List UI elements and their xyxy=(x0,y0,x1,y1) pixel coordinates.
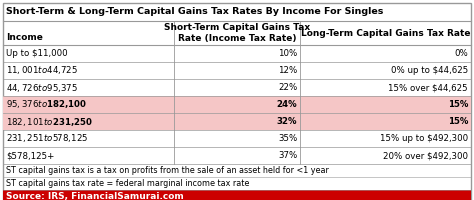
Text: 35%: 35% xyxy=(278,134,297,143)
Text: 22%: 22% xyxy=(278,83,297,92)
Text: 0%: 0% xyxy=(454,49,468,58)
Text: 15% over $44,625: 15% over $44,625 xyxy=(388,83,468,92)
Text: Up to $11,000: Up to $11,000 xyxy=(6,49,68,58)
Text: 15% up to $492,300: 15% up to $492,300 xyxy=(380,134,468,143)
Text: 32%: 32% xyxy=(277,117,297,126)
Bar xyxy=(3,190,471,200)
Bar xyxy=(3,113,471,130)
Text: $11,001 to $44,725: $11,001 to $44,725 xyxy=(6,64,78,76)
Text: Income: Income xyxy=(6,33,43,42)
Text: $44,726 to $95,375: $44,726 to $95,375 xyxy=(6,82,78,94)
Text: $182,101 to $231,250: $182,101 to $231,250 xyxy=(6,116,93,128)
Text: Long-Term Capital Gains Tax Rate: Long-Term Capital Gains Tax Rate xyxy=(301,28,470,38)
Text: 37%: 37% xyxy=(278,151,297,160)
Text: 0% up to $44,625: 0% up to $44,625 xyxy=(391,66,468,75)
Text: 15%: 15% xyxy=(447,117,468,126)
Text: $231,251 to $578,125: $231,251 to $578,125 xyxy=(6,132,88,144)
Text: 12%: 12% xyxy=(278,66,297,75)
Text: 15%: 15% xyxy=(447,100,468,109)
Text: $578,125+: $578,125+ xyxy=(6,151,55,160)
Text: Short-Term & Long-Term Capital Gains Tax Rates By Income For Singles: Short-Term & Long-Term Capital Gains Tax… xyxy=(6,7,383,17)
Text: 10%: 10% xyxy=(278,49,297,58)
Text: Short-Term Capital Gains Tax
Rate (Income Tax Rate): Short-Term Capital Gains Tax Rate (Incom… xyxy=(164,23,310,43)
Text: $95,376 to $182,100: $95,376 to $182,100 xyxy=(6,98,87,110)
Text: ST capital gains tax is a tax on profits from the sale of an asset held for <1 y: ST capital gains tax is a tax on profits… xyxy=(6,166,329,175)
Text: ST capital gains tax rate = federal marginal income tax rate: ST capital gains tax rate = federal marg… xyxy=(6,179,249,188)
Text: 24%: 24% xyxy=(276,100,297,109)
Text: Source: IRS, FinancialSamurai.com: Source: IRS, FinancialSamurai.com xyxy=(6,192,184,200)
Bar xyxy=(3,96,471,113)
Text: 20% over $492,300: 20% over $492,300 xyxy=(383,151,468,160)
